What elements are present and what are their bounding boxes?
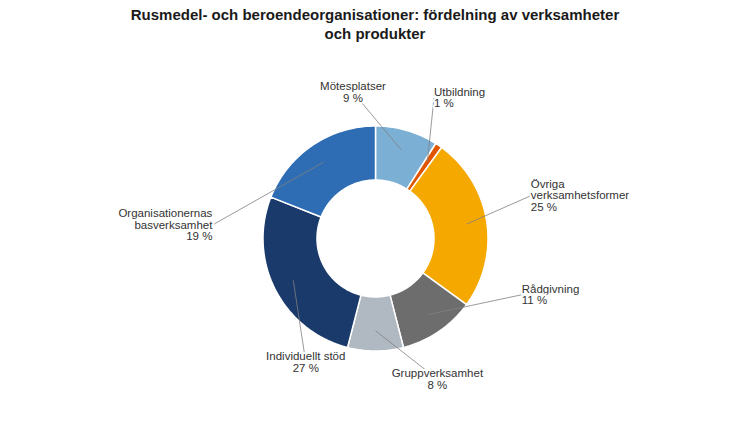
svg-text:Gruppverksamhet8 %: Gruppverksamhet8 % (392, 367, 484, 391)
html-text:Rusmedel- och beroendeorganisa: Rusmedel- och beroendeorganisationer: fö… (130, 6, 620, 42)
svg-text:Mötesplatser9 %: Mötesplatser9 % (320, 80, 386, 104)
svg-text:Övrigaverksamhetsformer25 %: Övrigaverksamhetsformer25 % (531, 177, 630, 212)
svg-text:Individuellt stöd27 %: Individuellt stöd27 % (266, 350, 345, 374)
svg-text:Organisationernasbasverksamhet: Organisationernasbasverksamhet19 % (118, 207, 213, 242)
svg-text:Rådgivning11 %: Rådgivning11 % (522, 282, 580, 306)
svg-text:Utbildning1 %: Utbildning1 % (434, 85, 485, 109)
